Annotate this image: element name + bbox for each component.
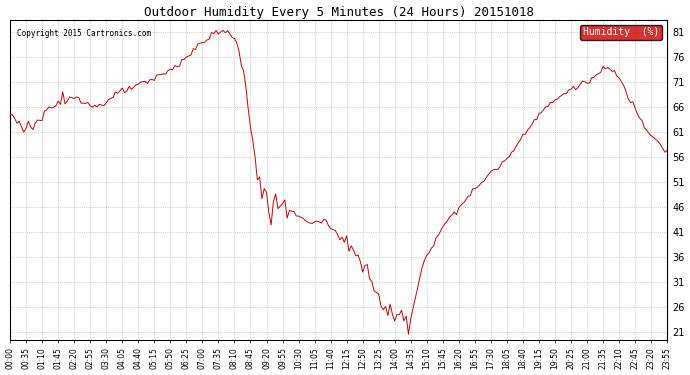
Legend: Humidity  (%): Humidity (%) xyxy=(580,25,662,40)
Title: Outdoor Humidity Every 5 Minutes (24 Hours) 20151018: Outdoor Humidity Every 5 Minutes (24 Hou… xyxy=(144,6,533,18)
Text: Copyright 2015 Cartronics.com: Copyright 2015 Cartronics.com xyxy=(17,29,150,38)
